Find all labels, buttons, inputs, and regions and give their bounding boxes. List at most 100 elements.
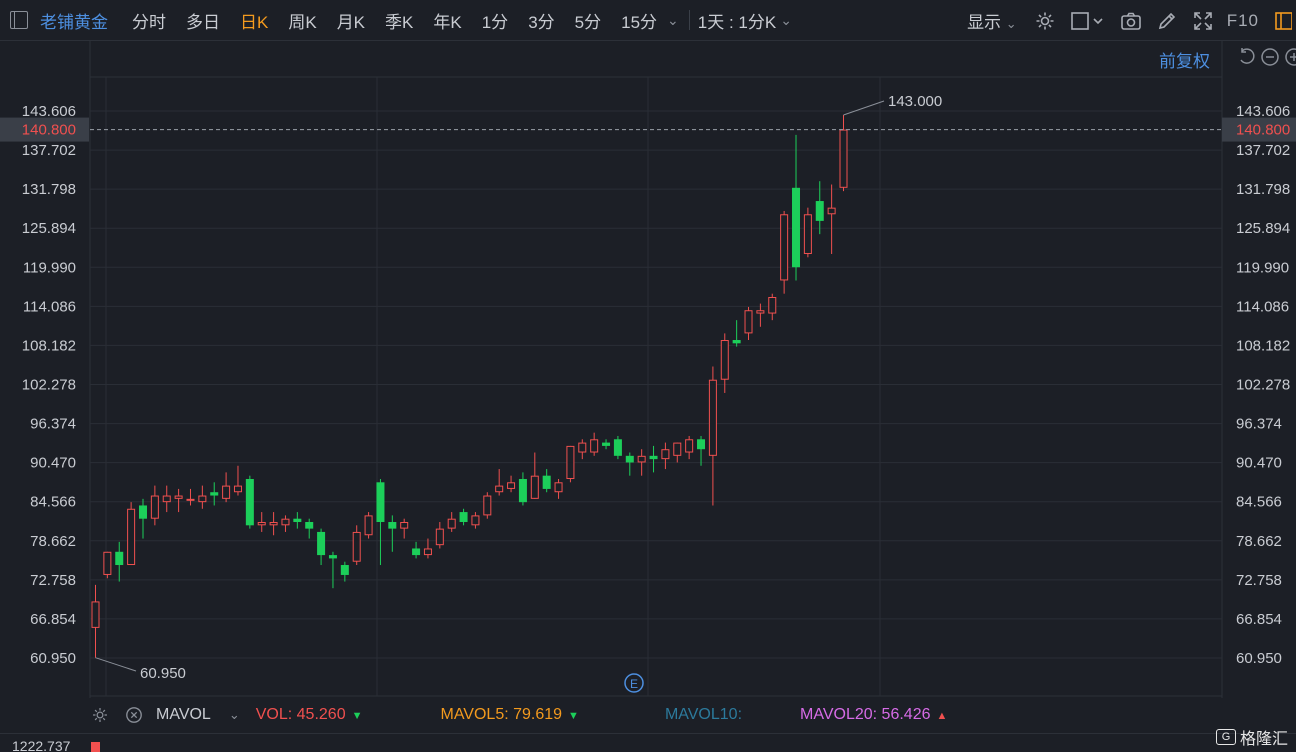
candle-body-up bbox=[423, 548, 432, 556]
candle-body-up bbox=[471, 515, 480, 526]
candle-body-down bbox=[305, 522, 314, 529]
y-tick-label-right: 119.990 bbox=[1236, 259, 1289, 276]
volume-bar bbox=[91, 742, 100, 752]
volume-axis-label: 1222.737 bbox=[12, 738, 71, 752]
mavol20-label: MAVOL20: bbox=[800, 706, 878, 723]
zoom-out-icon[interactable] bbox=[1260, 47, 1280, 71]
candle-body-up bbox=[827, 207, 836, 215]
y-tick-label-right: 72.758 bbox=[1236, 572, 1282, 589]
show-label: 显示 bbox=[967, 13, 1002, 32]
candle-body-up bbox=[483, 495, 492, 516]
tab-weekly-k[interactable]: 周K bbox=[288, 12, 317, 32]
tab-intraday[interactable]: 分时 bbox=[132, 12, 166, 32]
tab-5min[interactable]: 5分 bbox=[574, 12, 602, 32]
tab-monthly-k[interactable]: 月K bbox=[336, 12, 366, 32]
candle-body-up bbox=[162, 495, 171, 503]
mavol10-readout: MAVOL10: bbox=[664, 706, 743, 723]
candle-body-down bbox=[340, 565, 349, 575]
fullscreen-icon[interactable] bbox=[1190, 8, 1216, 34]
mavol20-readout: MAVOL20: 56.426 ▲ bbox=[800, 706, 947, 724]
y-tick-label-left: 137.702 bbox=[22, 142, 76, 159]
tab-1min[interactable]: 1分 bbox=[481, 12, 509, 32]
candle-body-up bbox=[673, 442, 682, 456]
watermark-logo-icon: G bbox=[1215, 729, 1236, 745]
multi-day-chevron-icon[interactable]: ⌄ bbox=[780, 11, 792, 28]
indicator-settings-gear-icon[interactable] bbox=[90, 705, 110, 725]
y-tick-label-right: 60.950 bbox=[1236, 650, 1282, 667]
candle-body-up bbox=[435, 528, 444, 546]
chart-overlays: 140.800 140.800 143.000 60.950 E bbox=[0, 93, 1296, 693]
current-price-label-left: 140.800 bbox=[22, 122, 76, 139]
watermark: G 格隆汇 bbox=[1215, 725, 1288, 749]
candle-body-up bbox=[839, 129, 848, 188]
candle-body-up bbox=[756, 310, 765, 314]
camera-icon[interactable] bbox=[1118, 8, 1144, 34]
y-tick-label-right: 90.470 bbox=[1236, 455, 1282, 472]
candle-body-up bbox=[768, 296, 777, 314]
y-tick-label-left: 119.990 bbox=[23, 259, 76, 276]
stock-name[interactable]: 老铺黄金 bbox=[40, 12, 108, 32]
candle-body-down bbox=[732, 340, 741, 344]
panel-toggle-icon[interactable] bbox=[1270, 8, 1296, 34]
candle-body-down bbox=[649, 455, 658, 460]
reset-undo-icon[interactable] bbox=[1236, 47, 1256, 71]
candle-body-down bbox=[602, 442, 611, 446]
y-tick-label-left: 102.278 bbox=[22, 377, 76, 394]
tab-multi-day[interactable]: 多日 bbox=[186, 12, 220, 32]
zoom-in-icon[interactable] bbox=[1284, 47, 1296, 71]
toolbar-divider bbox=[688, 10, 690, 30]
event-marker-icon bbox=[624, 673, 644, 693]
f10-button[interactable]: F10 bbox=[1226, 10, 1259, 30]
mavol5-label: MAVOL5: bbox=[440, 706, 509, 723]
indicator-name[interactable]: MAVOL bbox=[156, 706, 211, 723]
price-adjust-button[interactable]: 前复权 bbox=[1159, 52, 1210, 71]
y-tick-label-left: 66.854 bbox=[30, 611, 76, 628]
multi-day-selector[interactable]: 1天 : 1分K bbox=[697, 12, 777, 32]
y-tick-label-right: 137.702 bbox=[1236, 142, 1290, 159]
candle-body-down bbox=[625, 455, 634, 463]
sidebar-toggle-icon[interactable] bbox=[10, 11, 28, 29]
y-tick-label-right: 125.894 bbox=[1236, 220, 1290, 237]
indicator-chevron-icon[interactable]: ⌄ bbox=[228, 707, 240, 722]
candle-body-up bbox=[578, 442, 587, 453]
candlestick-chart[interactable]: 143.606 137.702 131.798 125.894 119.990 114.0… bbox=[0, 41, 1296, 701]
tab-3min[interactable]: 3分 bbox=[528, 12, 555, 32]
high-leader-line bbox=[843, 100, 885, 116]
candle-body-up bbox=[222, 485, 231, 499]
candle-body-down bbox=[697, 439, 706, 450]
event-marker-label: E bbox=[630, 677, 638, 691]
candle-body-up bbox=[530, 475, 539, 499]
candle-body-down bbox=[459, 512, 468, 523]
tab-quarterly-k[interactable]: 季K bbox=[385, 12, 414, 32]
y-tick-label-left: 84.566 bbox=[30, 494, 76, 511]
vol-readout: VOL: 45.260 ▼ bbox=[256, 706, 363, 724]
layout-square-icon[interactable] bbox=[1068, 8, 1108, 34]
draw-pencil-icon[interactable] bbox=[1154, 8, 1180, 34]
candle-body-down bbox=[388, 522, 397, 529]
tab-daily-k[interactable]: 日K bbox=[240, 12, 269, 32]
candle-body-down bbox=[376, 482, 385, 523]
low-leader-line bbox=[95, 657, 137, 672]
candle-body-up bbox=[269, 522, 278, 526]
mavol20-value: 56.426 bbox=[881, 706, 931, 723]
candle-body-up bbox=[554, 482, 563, 493]
tab-15min[interactable]: 15分 bbox=[621, 12, 658, 32]
y-tick-label-right: 108.182 bbox=[1236, 337, 1290, 354]
candle-body-up bbox=[257, 522, 266, 526]
chart-zoom-controls bbox=[1236, 47, 1296, 71]
show-menu-button[interactable]: 显示 ⌄ bbox=[967, 8, 1017, 33]
candle-body-up bbox=[281, 518, 290, 526]
candle-body-down bbox=[613, 439, 622, 456]
y-tick-label-right: 84.566 bbox=[1236, 494, 1282, 511]
more-periods-chevron-icon[interactable]: ⌄ bbox=[667, 11, 679, 28]
candle-body-down bbox=[328, 555, 337, 559]
candle-body-up bbox=[127, 508, 136, 566]
candle-body-down bbox=[518, 478, 527, 503]
settings-gear-icon[interactable] bbox=[1032, 8, 1058, 34]
mavol5-down-arrow-icon: ▼ bbox=[568, 710, 579, 722]
indicator-close-icon[interactable] bbox=[124, 705, 144, 725]
y-tick-label-right: 66.854 bbox=[1236, 611, 1282, 628]
current-price-badge-right bbox=[1222, 117, 1296, 142]
tab-yearly-k[interactable]: 年K bbox=[433, 12, 462, 32]
vol-down-arrow-icon: ▼ bbox=[351, 710, 363, 722]
